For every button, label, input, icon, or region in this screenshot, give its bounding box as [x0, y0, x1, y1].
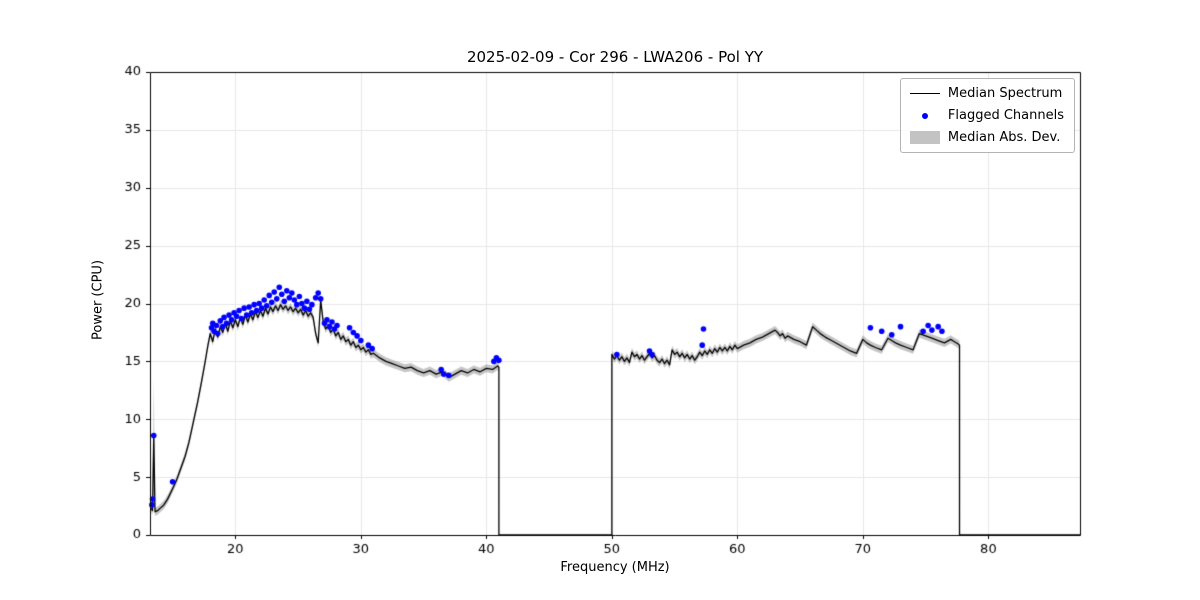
- legend-label-median-spectrum: Median Spectrum: [947, 86, 1063, 101]
- mad-patch-sample-icon: [910, 131, 940, 145]
- legend-item-median-spectrum: Median Spectrum: [910, 86, 1064, 101]
- legend: Median Spectrum Flagged Channels Median …: [899, 78, 1075, 153]
- y-axis-label: Power (CPU): [90, 259, 106, 341]
- x-axis-label: Frequency (MHz): [560, 560, 670, 575]
- legend-label-median-abs-dev: Median Abs. Dev.: [947, 130, 1061, 145]
- flagged-dot-sample-icon: [910, 109, 940, 123]
- legend-item-flagged-channels: Flagged Channels: [910, 108, 1064, 123]
- legend-label-flagged-channels: Flagged Channels: [947, 108, 1064, 123]
- legend-item-median-abs-dev: Median Abs. Dev.: [910, 130, 1064, 145]
- plot-title: 2025-02-09 - Cor 296 - LWA206 - Pol YY: [466, 48, 764, 66]
- median-line-sample-icon: [910, 87, 940, 101]
